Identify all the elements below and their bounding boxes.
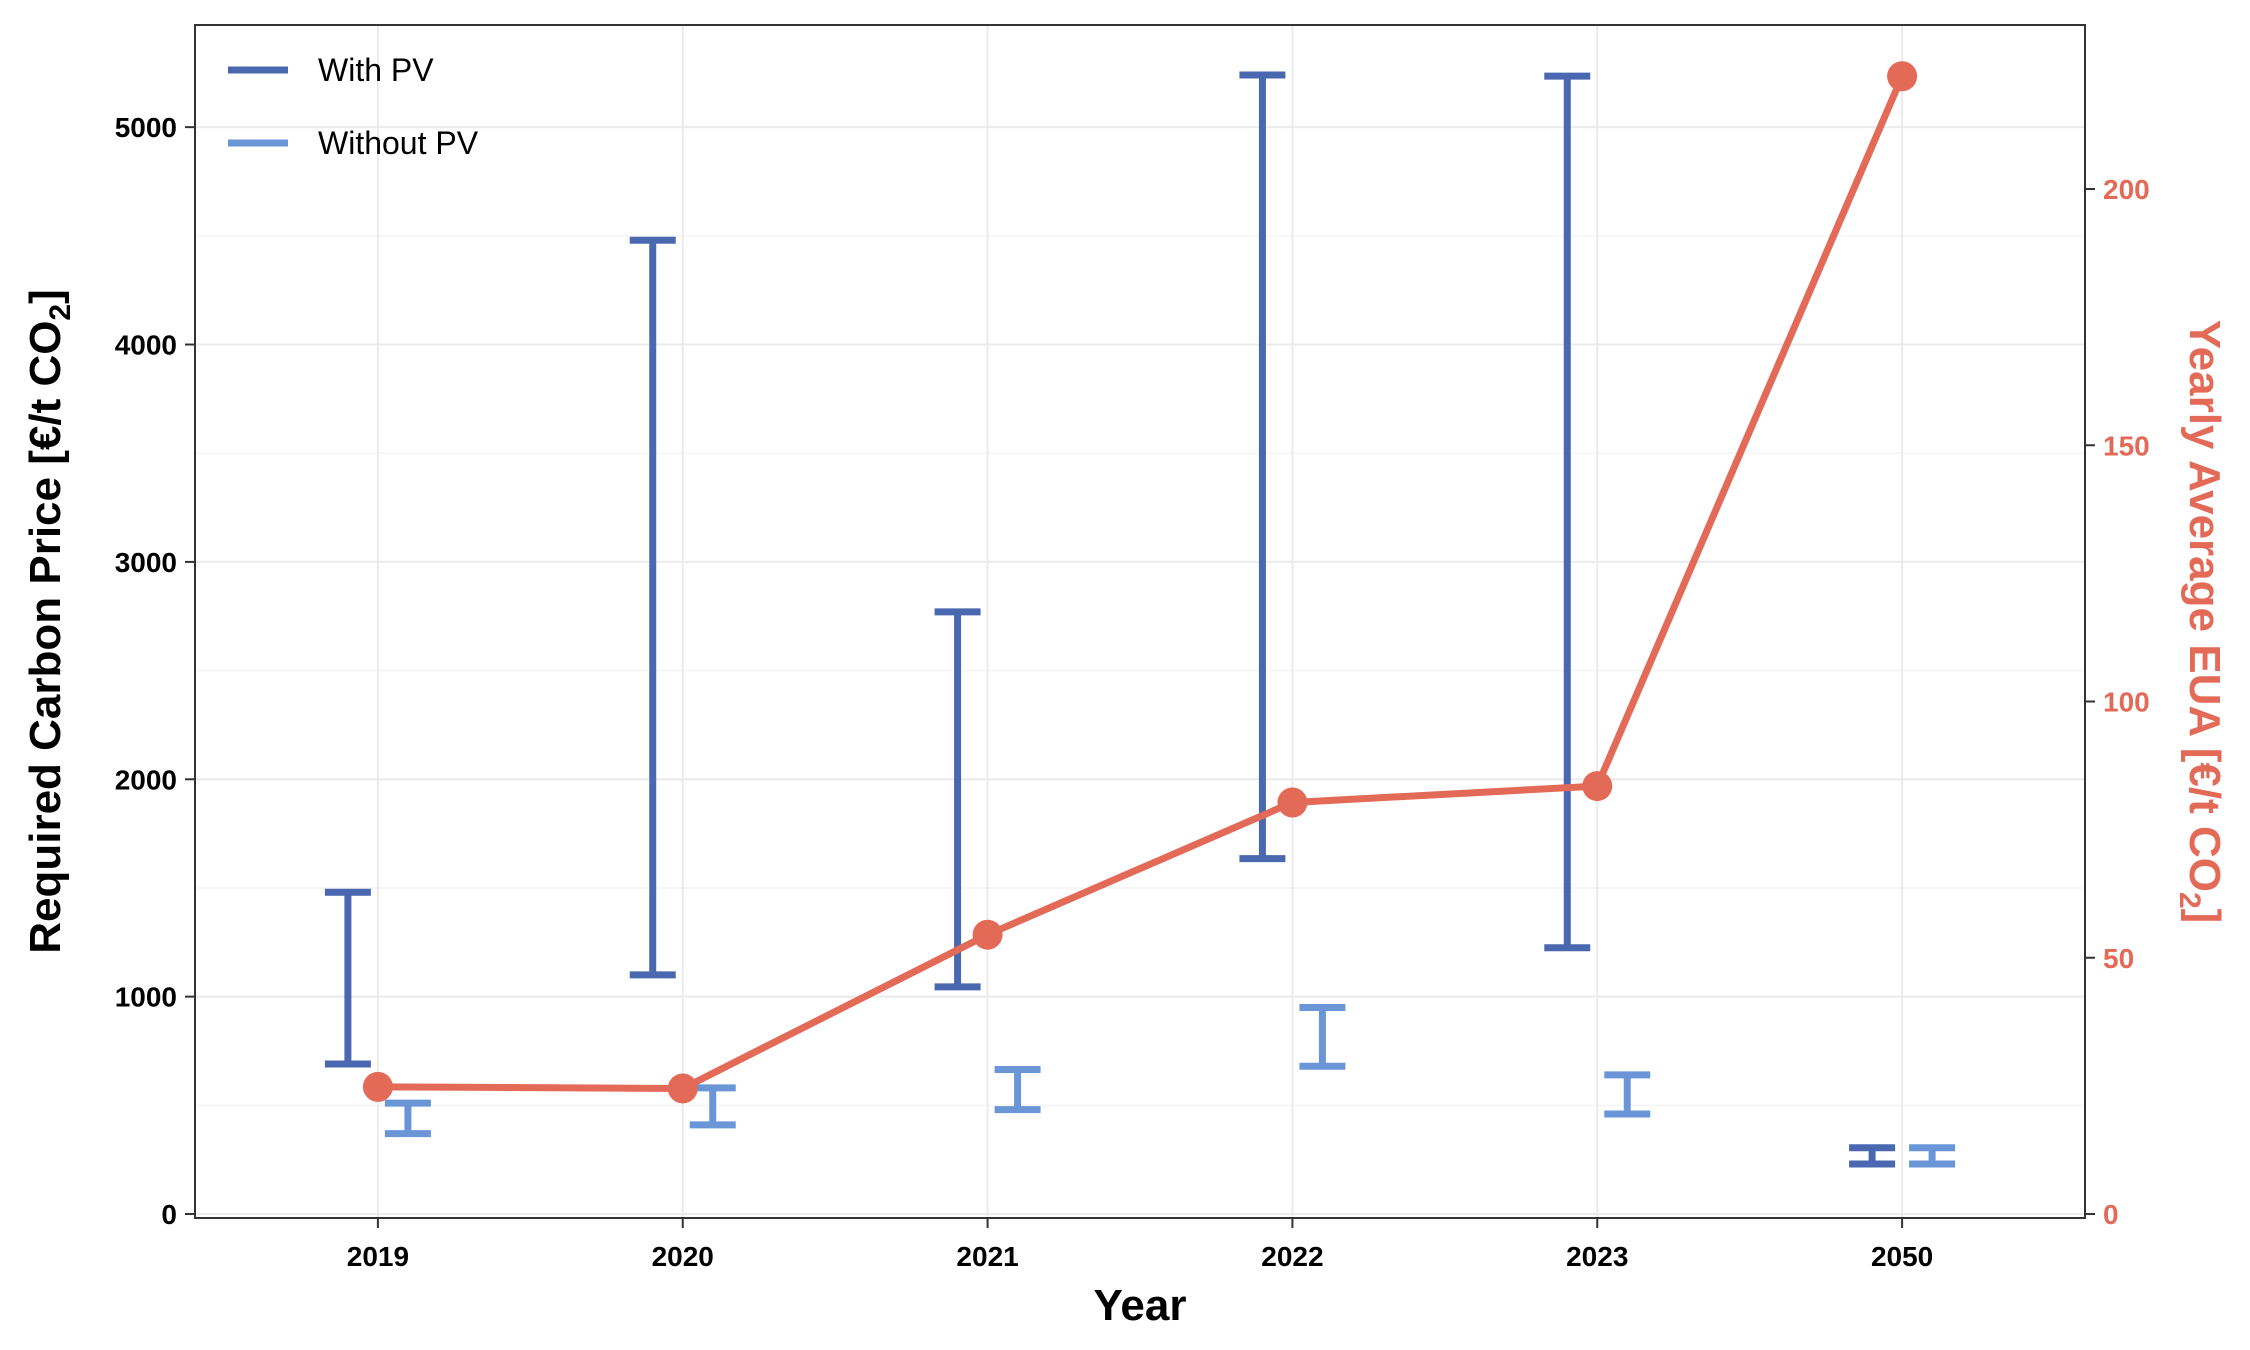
y-tick-label: 3000 <box>115 547 177 578</box>
eua-line-series <box>362 61 1918 1104</box>
errorbar-without-pv <box>994 1065 1041 1114</box>
x-tick-label: 2023 <box>1566 1241 1628 1272</box>
y2-tick-label: 100 <box>2103 687 2150 718</box>
eua-point <box>1887 61 1918 92</box>
axis-ticks: 0 1000 2000 3000 4000 5000 0 50 100 150 200 2019 202… <box>115 112 2150 1272</box>
legend-label-without-pv: Without PV <box>318 125 479 161</box>
y2-axis-title-end: ] <box>2180 909 2229 924</box>
x-tick-label: 2021 <box>956 1241 1018 1272</box>
errorbars <box>324 71 1956 1168</box>
errorbar-without-pv <box>1909 1144 1956 1168</box>
eua-point <box>972 919 1003 950</box>
legend-label-with-pv: With PV <box>318 52 434 88</box>
x-tick-label: 2050 <box>1871 1241 1933 1272</box>
y-tick-label: 5000 <box>115 112 177 143</box>
plot-frame <box>194 24 2086 1219</box>
y2-axis-title-sub: 2 <box>2173 892 2206 909</box>
y2-axis-title: Yearly Average EUA [€/t CO2] <box>2173 320 2229 924</box>
y2-tick-label: 200 <box>2103 174 2150 205</box>
y2-tick-label: 50 <box>2103 943 2134 974</box>
y-axis-title-sub: 2 <box>44 304 77 321</box>
errorbar-without-pv <box>1604 1071 1651 1118</box>
y-tick-label: 1000 <box>115 982 177 1013</box>
y2-tick-label: 0 <box>2103 1199 2119 1230</box>
eua-point <box>1277 787 1308 818</box>
errorbar-with-pv <box>1239 71 1286 863</box>
y-axis-title: Required Carbon Price [€/t CO2] <box>21 289 77 954</box>
y-axis-title-main: Required Carbon Price [€/t CO <box>21 321 70 954</box>
errorbar-with-pv <box>324 888 371 1068</box>
x-axis-title: Year <box>1094 1281 1187 1330</box>
y-tick-label: 0 <box>161 1199 177 1230</box>
grid <box>195 25 2085 1218</box>
eua-point <box>667 1073 698 1104</box>
errorbar-without-pv <box>384 1099 431 1138</box>
y-tick-label: 4000 <box>115 330 177 361</box>
x-tick-label: 2022 <box>1261 1241 1323 1272</box>
y2-tick-label: 150 <box>2103 430 2150 461</box>
y-axis-title-end: ] <box>21 289 70 304</box>
eua-line <box>377 74 1906 1092</box>
errorbar-with-pv <box>1849 1144 1896 1168</box>
errorbar-with-pv <box>1544 72 1591 952</box>
errorbar-without-pv <box>1299 1004 1346 1070</box>
legend: With PV Without PV <box>228 52 479 161</box>
eua-point <box>362 1071 393 1102</box>
x-tick-label: 2019 <box>347 1241 409 1272</box>
eua-point <box>1582 771 1613 802</box>
y2-axis-title-main: Yearly Average EUA [€/t CO <box>2180 320 2229 892</box>
errorbar-with-pv <box>629 236 676 979</box>
errorbar-with-pv <box>934 608 981 991</box>
y-tick-label: 2000 <box>115 764 177 795</box>
x-tick-label: 2020 <box>652 1241 714 1272</box>
